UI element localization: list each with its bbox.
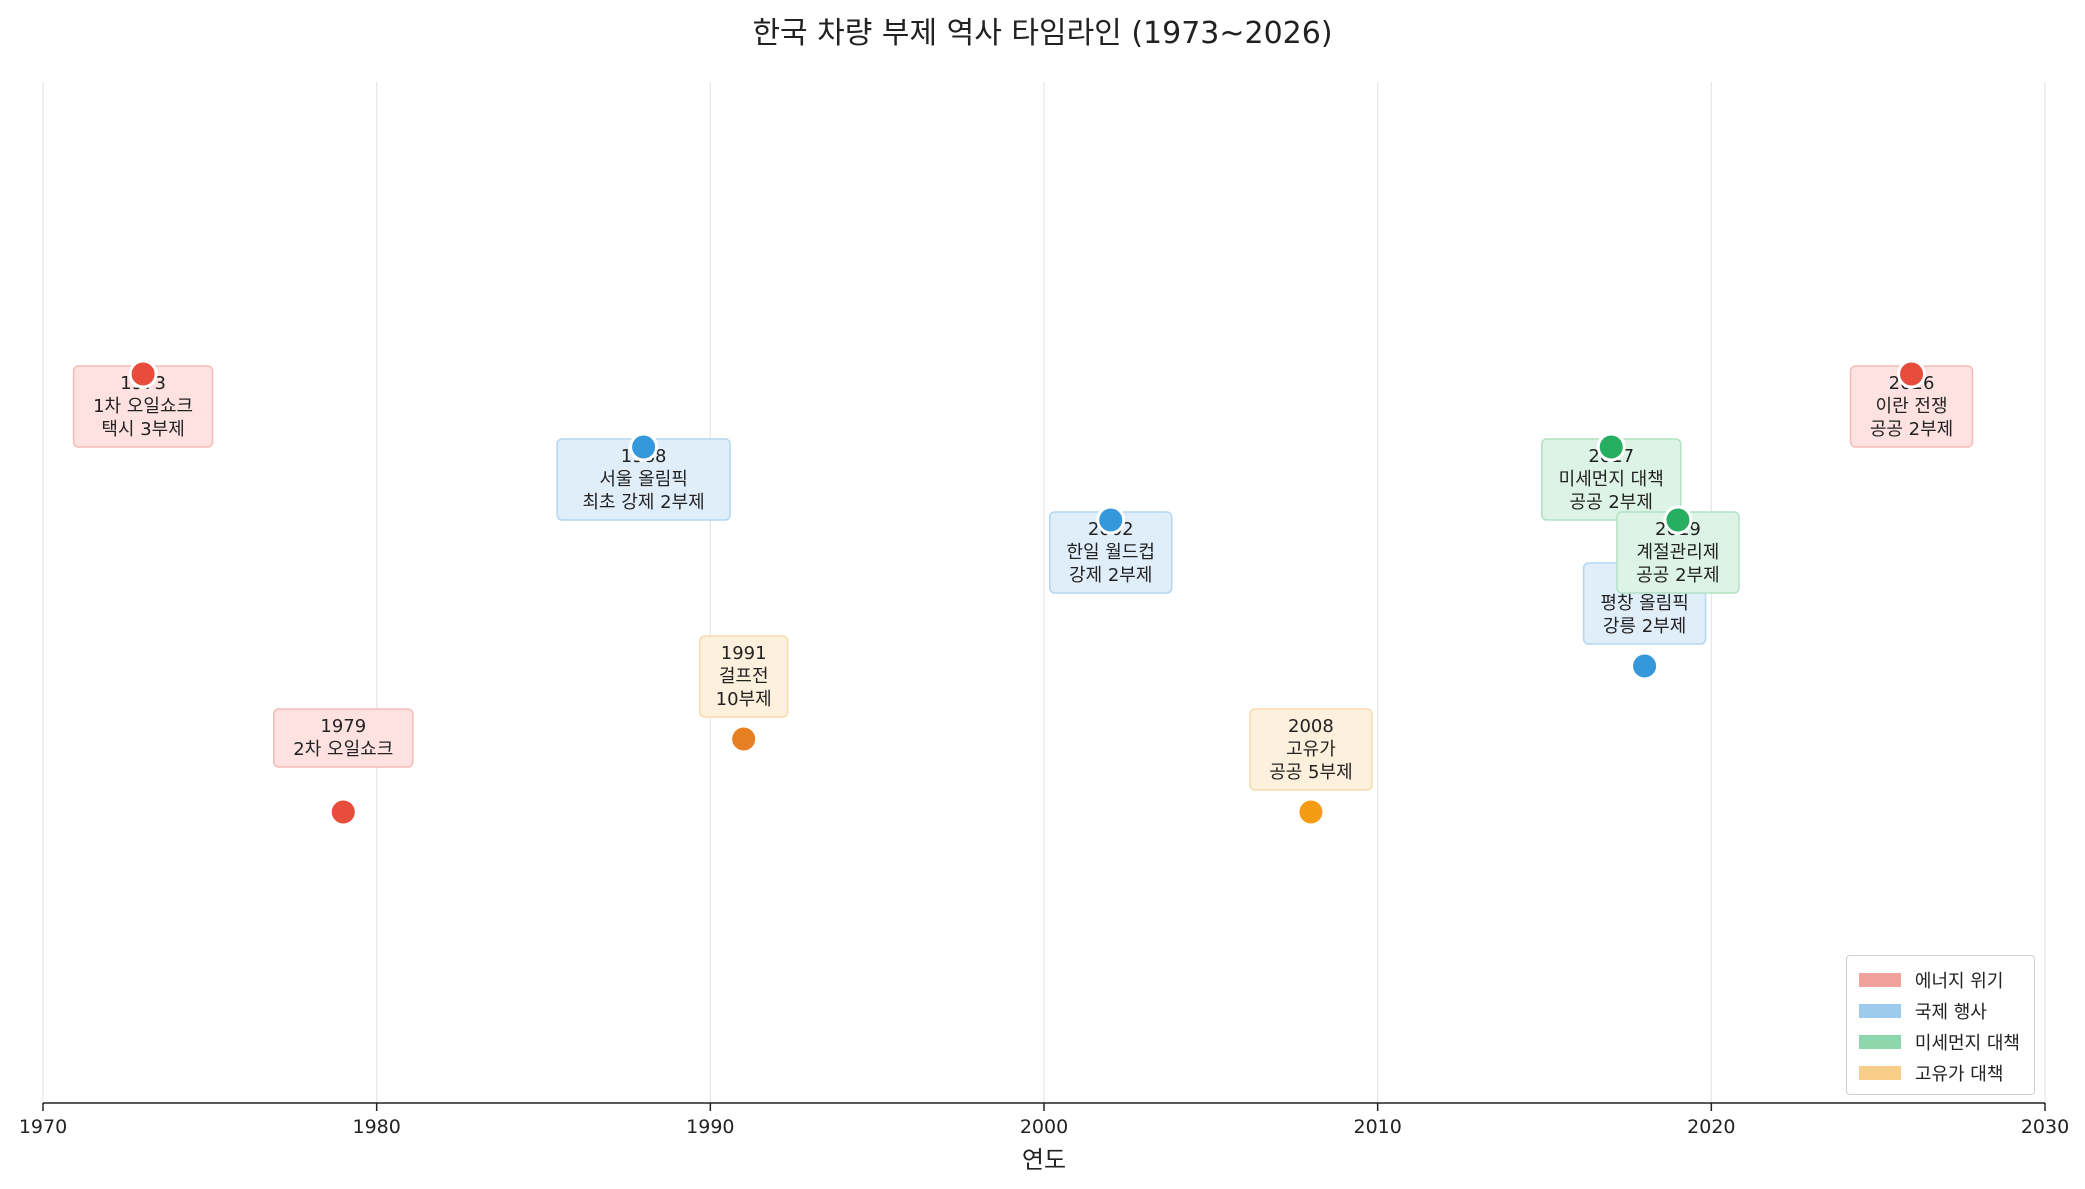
legend-swatch (1858, 1065, 1901, 1080)
legend-label: 에너지 위기 (1914, 970, 2004, 992)
legend-swatch (1858, 972, 1901, 987)
event-label-text: 걸프전 (719, 666, 769, 687)
event-point (1630, 651, 1660, 681)
event-point (1296, 797, 1326, 827)
x-tick-label: 2030 (2021, 1116, 2069, 1138)
event-label-text: 택시 3부제 (101, 419, 184, 440)
event-label-text: 미세먼지 대책 (1559, 469, 1664, 490)
legend-label: 국제 행사 (1914, 1001, 1987, 1023)
event-points (128, 359, 1927, 827)
event-point (1897, 359, 1927, 389)
event-label-text: 강제 2부제 (1069, 565, 1152, 586)
event-label-text: 이란 전쟁 (1876, 396, 1948, 417)
legend-item: 국제 행사 (1858, 995, 2020, 1026)
event-label-text: 2차 오일쇼크 (293, 739, 393, 760)
legend-item: 고유가 대책 (1858, 1057, 2020, 1088)
event-label-text: 2008 (1288, 716, 1334, 737)
event-label: 2019계절관리제공공 2부제 (1616, 511, 1740, 594)
event-point (328, 797, 358, 827)
event-label-text: 강릉 2부제 (1603, 616, 1686, 637)
x-axis-label: 연도 (1022, 1146, 1066, 1174)
event-point (1096, 505, 1126, 535)
event-point (729, 724, 759, 754)
grid-lines (42, 82, 2046, 1103)
chart-title: 한국 차량 부제 역사 타임라인 (1973~2026) (752, 16, 1333, 51)
event-point (1596, 432, 1626, 462)
event-label-text: 1차 오일쇼크 (93, 396, 193, 417)
event-label-text: 공공 2부제 (1636, 565, 1719, 586)
event-label-box (698, 635, 789, 718)
event-point (629, 432, 659, 462)
x-tick-label: 1980 (352, 1116, 400, 1138)
event-label-text: 고유가 (1286, 739, 1336, 760)
event-label-text: 공공 5부제 (1269, 762, 1352, 783)
legend-label: 고유가 대책 (1914, 1063, 2004, 1085)
event-label-text: 서울 올림픽 (599, 469, 688, 490)
event-label-box (273, 708, 414, 768)
event-label-text: 1979 (320, 716, 366, 737)
x-tick-label: 2000 (1020, 1116, 1068, 1138)
legend-item: 미세먼지 대책 (1858, 1026, 2020, 1057)
event-label-box (1249, 708, 1373, 791)
x-tick-label: 2010 (1353, 1116, 1401, 1138)
event-label-text: 계절관리제 (1637, 542, 1720, 563)
event-label-text: 한일 월드컵 (1066, 542, 1155, 563)
event-label-text: 10부제 (716, 689, 772, 710)
event-point (128, 359, 158, 389)
x-tick-label: 1970 (19, 1116, 67, 1138)
event-label-text: 공공 2부제 (1870, 419, 1953, 440)
legend-swatch (1858, 1034, 1901, 1049)
legend-item: 에너지 위기 (1858, 964, 2020, 995)
event-label-text: 평창 올림픽 (1600, 593, 1689, 614)
x-axis: 1970 1980 1990 2000 2010 2020 2030 (19, 1102, 2069, 1138)
legend-label: 미세먼지 대책 (1914, 1032, 2020, 1054)
legend-swatch (1858, 1003, 1901, 1018)
event-label-text: 최초 강제 2부제 (582, 492, 704, 513)
event-label-text: 1991 (721, 643, 767, 664)
x-tick-label: 2020 (1687, 1116, 1735, 1138)
event-point (1663, 505, 1693, 535)
x-tick-label: 1990 (686, 1116, 734, 1138)
event-label-text: 공공 2부제 (1570, 492, 1653, 513)
